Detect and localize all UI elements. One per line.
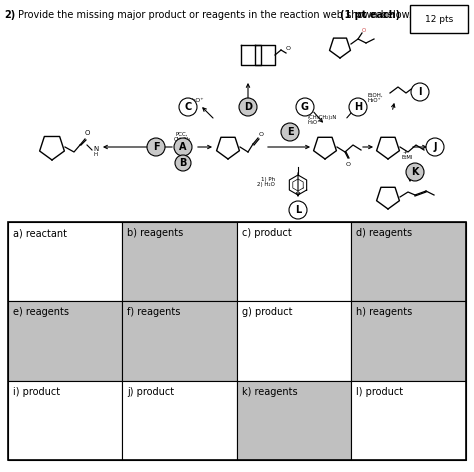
Text: a) reactant: a) reactant bbox=[13, 228, 67, 238]
Text: B: B bbox=[179, 158, 187, 168]
Text: O: O bbox=[346, 161, 350, 167]
Bar bbox=[237, 301, 352, 380]
Circle shape bbox=[174, 138, 192, 156]
Text: +
EtMl: + EtMl bbox=[402, 150, 413, 160]
Bar bbox=[352, 301, 466, 380]
Text: (1 pt each): (1 pt each) bbox=[340, 10, 400, 20]
Text: EtOH,
H₃O⁺: EtOH, H₃O⁺ bbox=[368, 93, 383, 103]
Circle shape bbox=[289, 201, 307, 219]
Text: j) product: j) product bbox=[128, 387, 174, 396]
Text: 2): 2) bbox=[4, 10, 15, 20]
Bar bbox=[352, 222, 466, 301]
Circle shape bbox=[175, 155, 191, 171]
Text: i) product: i) product bbox=[13, 387, 60, 396]
Text: H: H bbox=[354, 102, 362, 112]
Circle shape bbox=[296, 98, 314, 116]
Bar bbox=[237, 222, 352, 301]
Text: 1) Ph
2) H₂O: 1) Ph 2) H₂O bbox=[257, 177, 275, 187]
Text: H₃O⁺: H₃O⁺ bbox=[188, 98, 204, 102]
Text: k) reagents: k) reagents bbox=[242, 387, 298, 396]
Text: g) product: g) product bbox=[242, 307, 292, 317]
Text: F: F bbox=[153, 142, 159, 152]
Text: K: K bbox=[411, 167, 419, 177]
Text: J: J bbox=[433, 142, 437, 152]
Bar bbox=[8, 222, 466, 460]
Text: I: I bbox=[418, 87, 422, 97]
Bar bbox=[8, 380, 122, 460]
Text: e) reagents: e) reagents bbox=[13, 307, 69, 317]
Circle shape bbox=[406, 163, 424, 181]
Text: 12 pts: 12 pts bbox=[425, 15, 453, 24]
Circle shape bbox=[179, 98, 197, 116]
Text: E: E bbox=[287, 127, 293, 137]
Circle shape bbox=[426, 138, 444, 156]
Bar bbox=[8, 301, 122, 380]
Text: f) reagents: f) reagents bbox=[128, 307, 181, 317]
Text: C: C bbox=[184, 102, 191, 112]
Text: (CH₃CH₂)₂N
H₃O⁺: (CH₃CH₂)₂N H₃O⁺ bbox=[308, 115, 337, 126]
Bar bbox=[8, 222, 122, 301]
Text: G: G bbox=[301, 102, 309, 112]
Text: H: H bbox=[94, 152, 98, 157]
Circle shape bbox=[349, 98, 367, 116]
Text: h) reagents: h) reagents bbox=[356, 307, 413, 317]
Bar bbox=[352, 380, 466, 460]
Bar bbox=[122, 380, 237, 460]
Bar bbox=[237, 380, 352, 460]
Circle shape bbox=[239, 98, 257, 116]
Text: A: A bbox=[179, 142, 187, 152]
Text: PCC,
CH₂Cl₂: PCC, CH₂Cl₂ bbox=[173, 132, 191, 143]
Bar bbox=[122, 301, 237, 380]
Text: b) reagents: b) reagents bbox=[128, 228, 184, 238]
Text: O: O bbox=[84, 130, 90, 136]
Circle shape bbox=[281, 123, 299, 141]
Bar bbox=[122, 222, 237, 301]
Text: d) reagents: d) reagents bbox=[356, 228, 413, 238]
Text: D: D bbox=[244, 102, 252, 112]
Bar bbox=[410, 5, 468, 33]
Text: Provide the missing major product or reagents in the reaction web shown below.: Provide the missing major product or rea… bbox=[18, 10, 418, 20]
Text: O: O bbox=[285, 47, 291, 51]
Text: l) product: l) product bbox=[356, 387, 404, 396]
Text: c) product: c) product bbox=[242, 228, 292, 238]
Text: L: L bbox=[295, 205, 301, 215]
Text: O: O bbox=[362, 27, 366, 33]
Circle shape bbox=[411, 83, 429, 101]
Circle shape bbox=[147, 138, 165, 156]
Text: N: N bbox=[93, 146, 99, 152]
Text: O: O bbox=[258, 133, 264, 137]
